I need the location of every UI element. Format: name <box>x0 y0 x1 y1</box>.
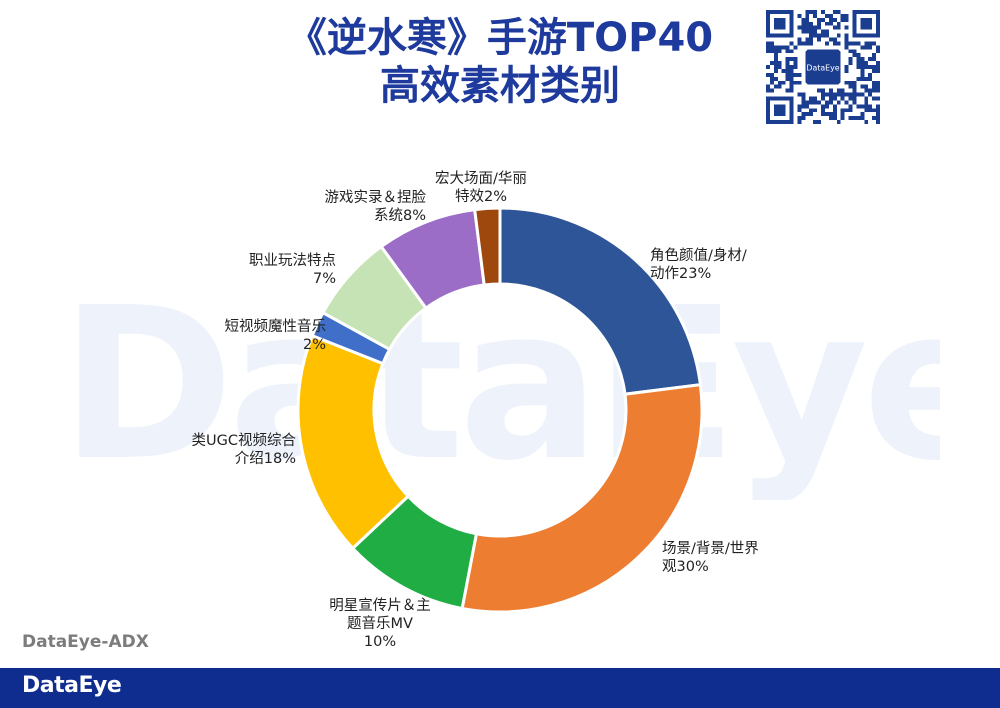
footer-logo: DataEye <box>22 673 122 698</box>
source-label: DataEye-ADX <box>22 632 149 652</box>
slice-label-2-line2: 题音乐MV <box>347 616 413 632</box>
slice-label-2-line1: 明星宣传片＆主 <box>329 598 431 614</box>
slice-label-7-line2: 特效2% <box>454 189 507 205</box>
slice-label-5-line2: 7% <box>312 271 336 287</box>
qr-center-logo <box>805 49 841 85</box>
slice-label-7: 宏大场面/华丽 特效2% <box>396 170 566 206</box>
slice-label-1-line1: 场景/背景/世界 <box>662 541 759 557</box>
slice-label-0-line2: 动作23% <box>650 266 712 282</box>
slice-label-0-line1: 角色颜值/身材/ <box>650 248 747 264</box>
slice-label-4-line2: 2% <box>302 337 326 353</box>
slice-label-5-line1: 职业玩法特点 <box>249 253 336 269</box>
footer-bar: DataEye <box>0 668 1000 708</box>
donut-slice-0 <box>498 206 703 396</box>
slice-label-6: 游戏实录＆捏脸系统8% <box>248 189 427 225</box>
slice-label-0: 角色颜值/身材/动作23% <box>650 247 747 283</box>
title-line-1: 《逆水寒》手游TOP40 <box>286 15 714 61</box>
qr-center-label: DataEye <box>806 64 839 73</box>
title-line-2: 高效素材类别 <box>380 63 620 109</box>
slice-label-7-line1: 宏大场面/华丽 <box>435 171 527 187</box>
slice-label-5: 职业玩法特点 7% <box>160 252 336 288</box>
slice-label-6-line2: 系统8% <box>373 208 426 224</box>
chart-title: 《逆水寒》手游TOP40 高效素材类别 <box>230 14 770 110</box>
slice-label-6-line1: 游戏实录＆捏脸 <box>324 190 427 206</box>
slice-label-4: 短视频魔性音乐 2% <box>130 318 327 354</box>
slice-label-2-line3: 10% <box>363 634 397 650</box>
slice-label-1: 场景/背景/世界 观30% <box>662 540 759 576</box>
slice-label-2: 明星宣传片＆主 题音乐MV 10% <box>282 597 478 651</box>
slice-label-3-line1: 类UGC视频综合 <box>191 433 296 449</box>
qr-code: DataEye <box>766 10 880 124</box>
slice-label-1-line2: 观30% <box>662 559 709 575</box>
donut-slice-1 <box>460 383 704 614</box>
slice-label-3-line2: 介绍18% <box>234 451 296 467</box>
donut-slice-7 <box>473 206 502 287</box>
slice-label-3: 类UGC视频综合介绍18% <box>120 432 296 468</box>
slice-label-4-line1: 短视频魔性音乐 <box>224 319 327 335</box>
